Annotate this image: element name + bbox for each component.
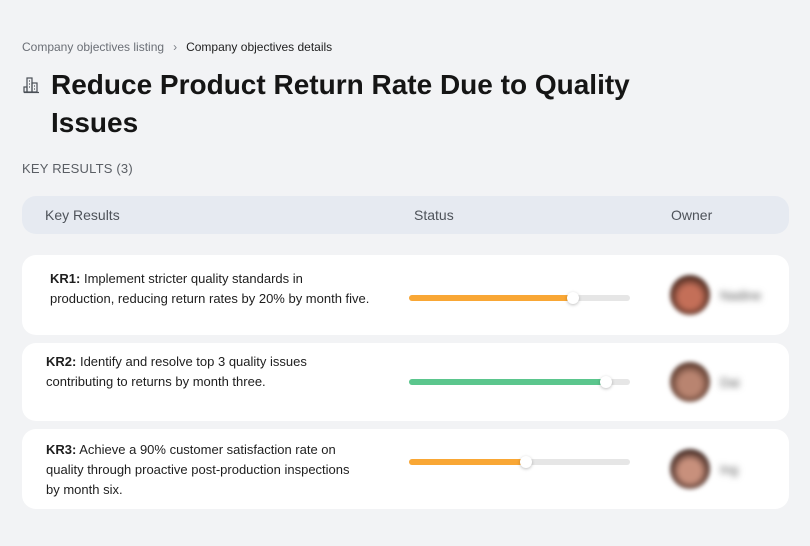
page-title: Reduce Product Return Rate Due to Qualit… bbox=[51, 69, 630, 138]
breadcrumb-separator-icon: › bbox=[173, 40, 178, 54]
key-result-id: KR2: bbox=[46, 354, 77, 369]
column-header-key-results: Key Results bbox=[45, 207, 120, 223]
key-result-text: KR3: Achieve a 90% customer satisfaction… bbox=[46, 440, 366, 500]
key-result-description: Achieve a 90% customer satisfaction rate… bbox=[46, 442, 350, 497]
status-progress-handle[interactable] bbox=[520, 456, 533, 468]
breadcrumb-objectives-listing-link[interactable]: Company objectives listing bbox=[22, 40, 165, 54]
breadcrumb-current-page: Company objectives details bbox=[186, 40, 333, 54]
key-result-text: KR2: Identify and resolve top 3 quality … bbox=[46, 352, 366, 392]
status-progress-bar[interactable] bbox=[409, 292, 630, 304]
owner-avatar bbox=[670, 275, 710, 315]
owner-avatar bbox=[670, 362, 710, 402]
objective-header: Reduce Product Return Rate Due to Qualit… bbox=[22, 66, 641, 142]
owner-cell[interactable]: Nadine bbox=[670, 275, 761, 315]
key-result-text: KR1: Implement stricter quality standard… bbox=[50, 269, 370, 309]
key-result-description: Implement stricter quality standards in … bbox=[50, 271, 370, 306]
status-progress-fill bbox=[409, 295, 573, 301]
key-result-row-2[interactable]: KR2: Identify and resolve top 3 quality … bbox=[22, 343, 789, 421]
owner-name: Dai bbox=[720, 374, 740, 390]
owner-avatar bbox=[670, 449, 710, 489]
column-header-status: Status bbox=[414, 207, 454, 223]
key-result-id: KR1: bbox=[50, 271, 81, 286]
column-header-owner: Owner bbox=[671, 207, 713, 223]
owner-cell[interactable]: Dai bbox=[670, 362, 740, 402]
key-result-description: Identify and resolve top 3 quality issue… bbox=[46, 354, 307, 389]
status-progress-fill bbox=[409, 379, 606, 385]
building-icon bbox=[23, 77, 39, 94]
status-progress-fill bbox=[409, 459, 527, 465]
owner-name: Nadine bbox=[720, 287, 762, 303]
status-progress-bar[interactable] bbox=[409, 456, 630, 468]
status-progress-handle[interactable] bbox=[566, 292, 579, 304]
status-progress-bar[interactable] bbox=[409, 376, 630, 388]
owner-cell[interactable]: Ing bbox=[670, 449, 738, 489]
key-result-id: KR3: bbox=[46, 442, 77, 457]
key-result-row-1[interactable]: KR1: Implement stricter quality standard… bbox=[22, 255, 789, 335]
key-result-row-3[interactable]: KR3: Achieve a 90% customer satisfaction… bbox=[22, 429, 789, 509]
key-results-table-header: Key Results Status Owner bbox=[22, 196, 789, 234]
key-results-count-label: KEY RESULTS (3) bbox=[22, 161, 133, 176]
status-progress-handle[interactable] bbox=[599, 376, 612, 388]
breadcrumb: Company objectives listing › Company obj… bbox=[22, 40, 332, 54]
owner-name: Ing bbox=[720, 461, 739, 477]
